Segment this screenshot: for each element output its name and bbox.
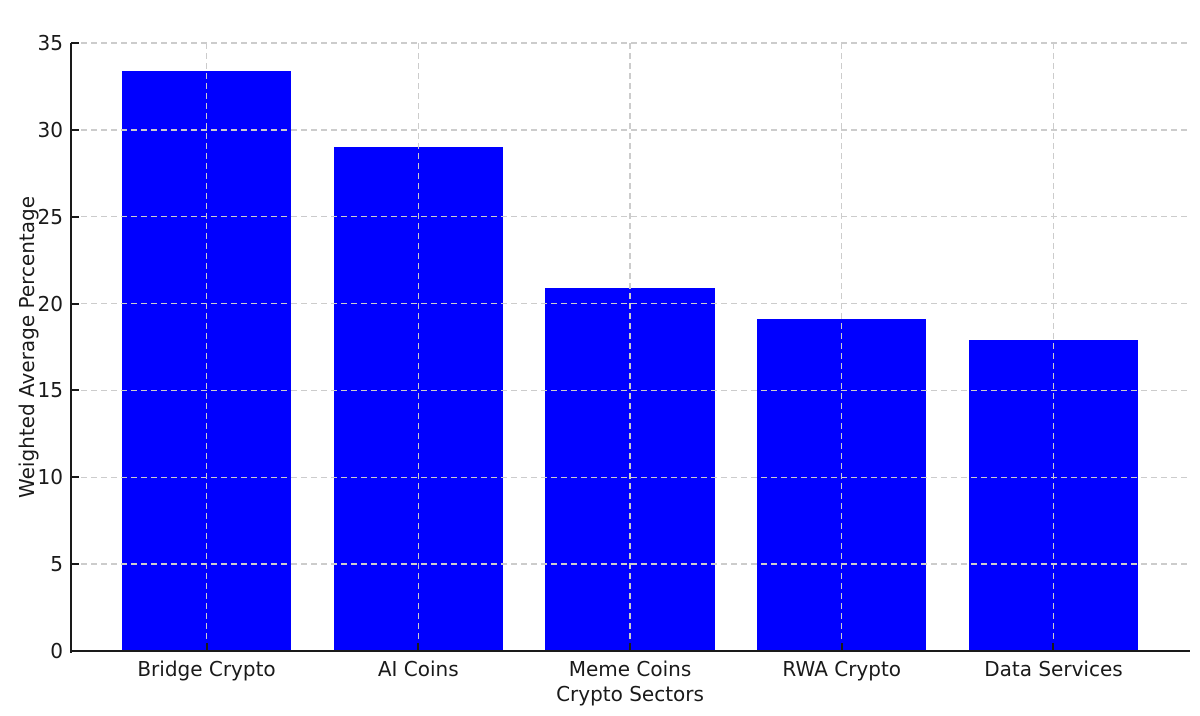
x-tick-label-meme-coins: Meme Coins bbox=[568, 657, 692, 681]
y-tick-label-10: 10 bbox=[37, 465, 63, 490]
x-tick-mark-meme-coins bbox=[629, 643, 631, 651]
x-tick-mark-ai-coins bbox=[417, 643, 420, 651]
x-axis-spine bbox=[70, 650, 1190, 652]
gridline-x-data-services bbox=[1052, 43, 1055, 651]
y-tick-label-30: 30 bbox=[37, 117, 63, 142]
x-axis-label: Crypto Sectors bbox=[556, 682, 704, 706]
y-tick-mark-35 bbox=[71, 42, 79, 44]
y-tick-label-35: 35 bbox=[37, 31, 63, 55]
x-tick-label-bridge-crypto: Bridge Crypto bbox=[137, 657, 276, 681]
x-tick-mark-bridge-crypto bbox=[205, 643, 208, 651]
gridline-x-bridge-crypto bbox=[205, 43, 208, 651]
y-axis-label: Weighted Average Percentage bbox=[15, 195, 39, 499]
y-tick-mark-20 bbox=[71, 302, 79, 305]
y-tick-mark-30 bbox=[71, 128, 79, 131]
plot-area bbox=[70, 42, 1190, 653]
x-tick-mark-data-services bbox=[1052, 643, 1055, 651]
x-tick-mark-rwa-crypto bbox=[840, 643, 843, 651]
y-tick-label-25: 25 bbox=[37, 204, 63, 229]
gridline-x-ai-coins bbox=[417, 43, 419, 651]
x-tick-label-data-services: Data Services bbox=[984, 657, 1123, 681]
y-tick-label-15: 15 bbox=[37, 378, 63, 403]
gridline-x-meme-coins bbox=[629, 43, 631, 651]
y-tick-label-5: 5 bbox=[50, 552, 63, 577]
y-tick-mark-25 bbox=[71, 215, 79, 218]
y-axis-spine bbox=[70, 43, 72, 653]
x-tick-label-rwa-crypto: RWA Crypto bbox=[782, 657, 902, 681]
gridline-x-rwa-crypto bbox=[840, 43, 843, 651]
y-tick-mark-5 bbox=[71, 563, 79, 566]
y-tick-label-0: 0 bbox=[50, 639, 63, 663]
x-tick-label-ai-coins: AI Coins bbox=[377, 657, 459, 681]
y-tick-mark-10 bbox=[71, 476, 79, 479]
y-tick-mark-15 bbox=[71, 389, 79, 392]
y-tick-label-20: 20 bbox=[37, 291, 63, 316]
